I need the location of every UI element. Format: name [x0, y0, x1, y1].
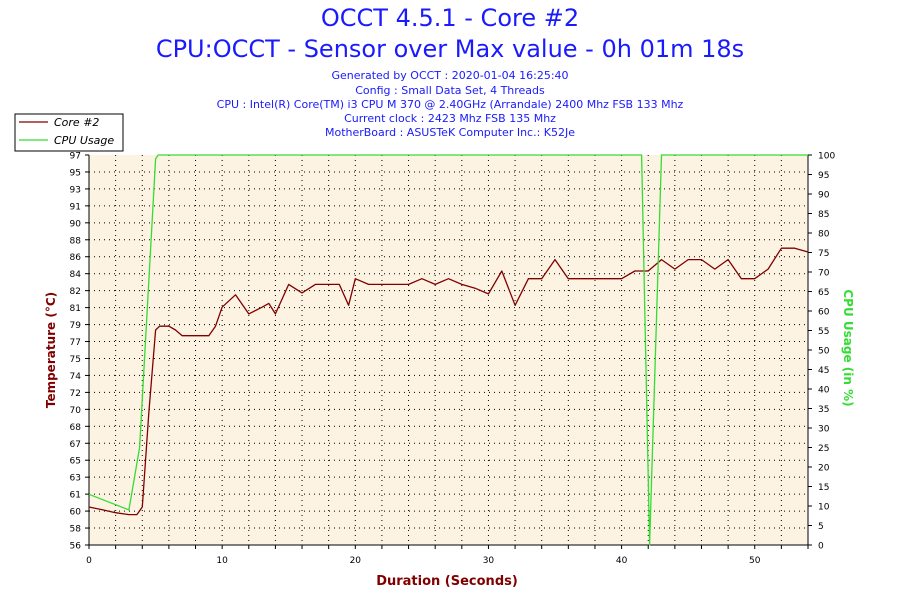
y-left-tick-label: 97 [70, 152, 81, 162]
legend: Core #2 CPU Usage [14, 113, 124, 152]
y-left-tick-label: 90 [70, 219, 82, 229]
y-right-tick-label: 45 [818, 366, 829, 376]
x-tick-label: 40 [616, 556, 628, 566]
x-tick-label: 10 [216, 556, 228, 566]
legend-label-core: Core #2 [54, 116, 99, 129]
y-left-tick-label: 60 [70, 508, 82, 518]
y-left-tick-label: 72 [70, 389, 81, 399]
y-right-tick-label: 75 [818, 249, 829, 259]
y-right-tick-label: 65 [818, 288, 829, 298]
series [88, 154, 809, 546]
y-left-tick-label: 84 [70, 270, 82, 280]
series-line-core-2 [88, 247, 809, 516]
y-right-tick-label: 15 [818, 483, 829, 493]
y-right-tick-label: 95 [818, 171, 829, 181]
info-clock: Current clock : 2423 Mhz FSB 135 Mhz [344, 112, 556, 125]
y-left-tick-label: 88 [70, 236, 82, 246]
axes: 56 58 60 61 63 65 67 68 70 72 74 75 77 79 81 82 84 86 88 90… [70, 152, 836, 567]
y-left-tick-label: 77 [70, 338, 81, 348]
y-right-tick-label: 85 [818, 210, 829, 220]
y-left-tick-label: 95 [70, 168, 81, 178]
y-left-tick-label: 82 [70, 287, 81, 297]
x-tick-label: 0 [86, 556, 92, 566]
info-config: Config : Small Data Set, 4 Threads [355, 84, 545, 97]
info-motherboard: MotherBoard : ASUSTeK Computer Inc.: K52… [324, 126, 576, 139]
y-axis-label-right: CPU Usage (in %) [841, 289, 855, 406]
y-right-tick-label: 25 [818, 444, 829, 454]
y-left-tick-label: 70 [70, 406, 82, 416]
y-right-tick-label: 35 [818, 405, 829, 415]
chart-title: OCCT 4.5.1 - Core #2 [320, 4, 580, 32]
y-left-tick-label: 61 [70, 491, 81, 501]
y-left-tick-label: 67 [70, 440, 81, 450]
y-left-tick-label: 65 [70, 457, 81, 467]
y-right-tick-label: 90 [818, 191, 830, 201]
x-tick-label: 20 [350, 556, 362, 566]
y-left-tick-label: 81 [70, 304, 81, 314]
y-left-tick-label: 75 [70, 355, 81, 365]
y-left-tick-label: 93 [70, 185, 81, 195]
y-right-tick-label: 80 [818, 230, 830, 240]
legend-label-usage: CPU Usage [54, 134, 114, 147]
y-left-tick-label: 91 [70, 202, 81, 212]
y-right-tick-label: 30 [818, 425, 830, 435]
y-left-tick-label: 56 [70, 542, 82, 552]
y-axis-label-left: Temperature (°C) [44, 292, 58, 408]
y-right-tick-label: 55 [818, 327, 829, 337]
y-right-tick-label: 0 [818, 542, 824, 552]
info-cpu: CPU : Intel(R) Core(TM) i3 CPU M 370 @ 2… [216, 98, 684, 111]
y-left-tick-label: 58 [70, 525, 82, 535]
x-axis-label: Duration (Seconds) [376, 574, 518, 589]
y-left-tick-label: 63 [70, 474, 81, 484]
info-generated: Generated by OCCT : 2020-01-04 16:25:40 [331, 69, 569, 82]
y-right-tick-label: 20 [818, 464, 830, 474]
y-left-tick-label: 68 [70, 423, 82, 433]
y-left-tick-label: 79 [70, 321, 82, 331]
x-tick-label: 50 [749, 556, 761, 566]
y-right-tick-label: 100 [818, 152, 835, 162]
chart-subtitle: CPU:OCCT - Sensor over Max value - 0h 01… [155, 35, 745, 63]
y-right-tick-label: 50 [818, 347, 830, 357]
y-right-tick-label: 10 [818, 503, 830, 513]
y-right-tick-label: 40 [818, 386, 830, 396]
plot-area [89, 155, 808, 545]
y-right-tick-label: 5 [818, 522, 824, 532]
y-left-tick-label: 86 [70, 253, 82, 263]
y-right-tick-label: 70 [818, 269, 830, 279]
y-right-tick-label: 60 [818, 308, 830, 318]
series-line-cpu-usage [88, 154, 808, 546]
y-left-tick-label: 74 [70, 372, 82, 382]
x-tick-label: 30 [483, 556, 495, 566]
